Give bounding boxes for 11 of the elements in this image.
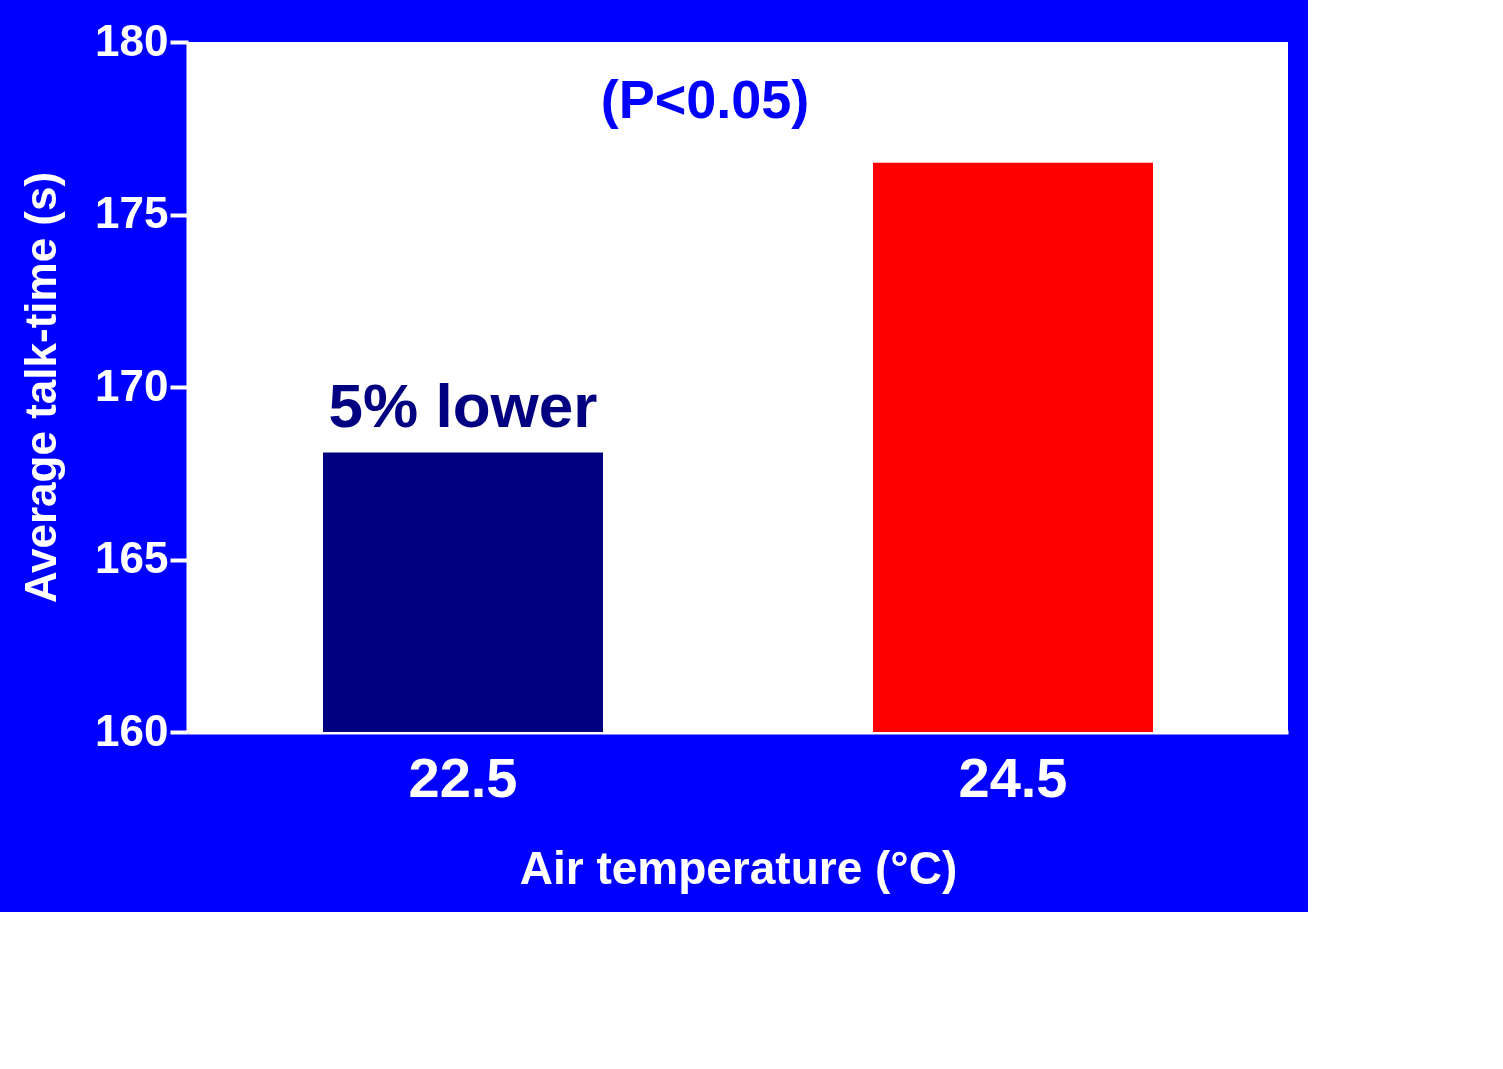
y-tick-label: 160 — [95, 705, 169, 755]
y-tick-label: 165 — [95, 533, 169, 582]
y-tick-label: 170 — [95, 360, 169, 410]
y-axis-title: Average talk-time (s) — [16, 171, 66, 604]
x-axis-title: Air temperature (°C) — [519, 841, 958, 894]
annotation: 5% lower — [328, 370, 598, 440]
annotation: (P<0.05) — [600, 69, 810, 129]
x-tick-label: 22.5 — [408, 745, 518, 809]
y-tick-label: 180 — [95, 15, 169, 65]
x-tick-label: 24.5 — [958, 745, 1068, 809]
y-tick-label: 175 — [95, 188, 169, 237]
